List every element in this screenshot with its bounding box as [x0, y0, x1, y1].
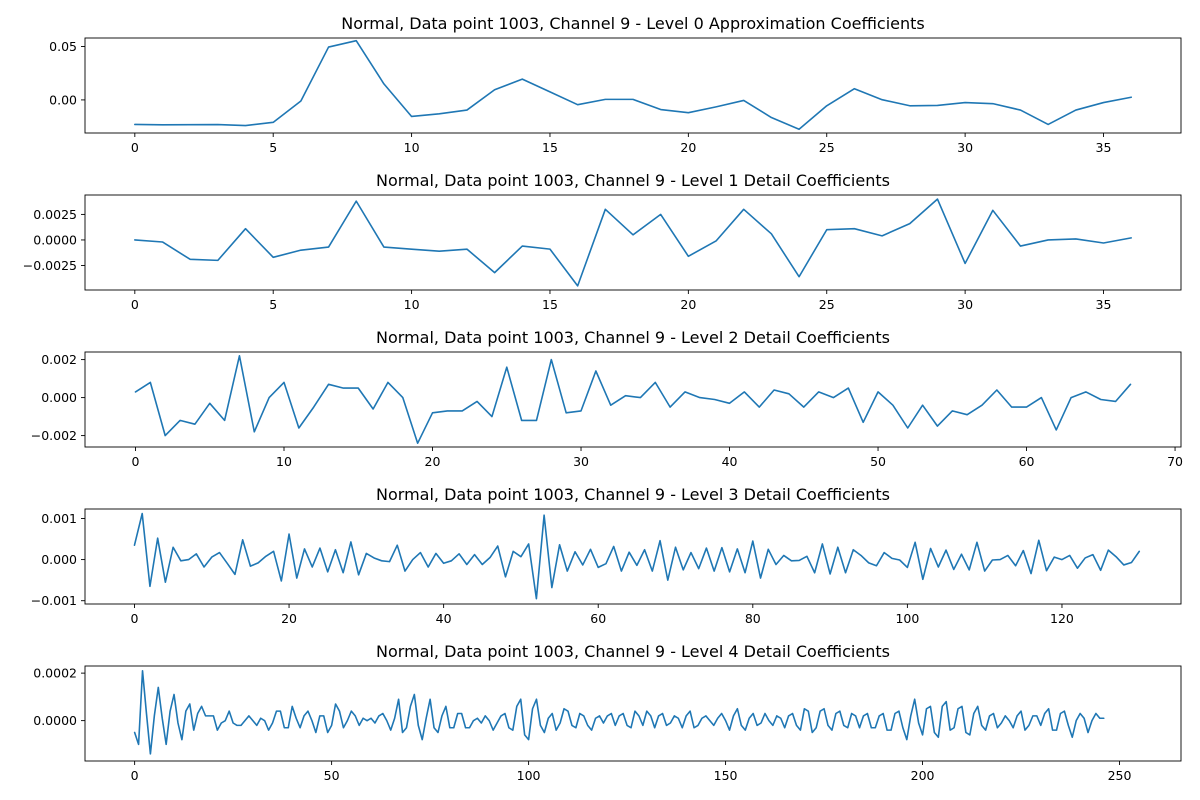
chart-panel-0: Normal, Data point 1003, Channel 9 - Lev…: [49, 14, 1182, 155]
x-tick-label: 70: [1167, 454, 1183, 469]
y-tick-label: 0.001: [41, 511, 77, 526]
x-tick-label: 250: [1108, 768, 1132, 783]
y-tick-label: 0.0000: [33, 713, 77, 728]
x-tick-label: 0: [130, 611, 138, 626]
x-tick-label: 0: [132, 454, 140, 469]
y-tick-label: 0.00: [49, 92, 77, 107]
y-tick-label: 0.0025: [33, 207, 77, 222]
series-line: [133, 669, 1105, 755]
chart-panel-4: Normal, Data point 1003, Channel 9 - Lev…: [33, 642, 1182, 783]
chart-title: Normal, Data point 1003, Channel 9 - Lev…: [376, 171, 890, 190]
chart-panel-2: Normal, Data point 1003, Channel 9 - Lev…: [31, 328, 1183, 469]
x-tick-label: 200: [911, 768, 935, 783]
chart-panel-1: Normal, Data point 1003, Channel 9 - Lev…: [23, 171, 1182, 312]
axes-frame: [84, 194, 1182, 291]
y-tick-label: −0.001: [31, 593, 77, 608]
x-tick-label: 20: [281, 611, 297, 626]
series-line: [134, 39, 1132, 131]
x-tick-label: 0: [131, 768, 139, 783]
series-line: [133, 512, 1141, 600]
x-tick-label: 10: [276, 454, 292, 469]
x-tick-label: 40: [722, 454, 738, 469]
x-tick-label: 15: [542, 297, 558, 312]
x-tick-label: 100: [895, 611, 919, 626]
axes-frame: [84, 37, 1182, 134]
y-tick-label: 0.0002: [33, 666, 77, 681]
series-line: [134, 354, 1132, 445]
x-tick-label: 60: [1019, 454, 1035, 469]
x-tick-label: 150: [714, 768, 738, 783]
x-tick-label: 30: [957, 140, 973, 155]
x-tick-label: 5: [269, 140, 277, 155]
x-tick-label: 10: [404, 140, 420, 155]
chart-title: Normal, Data point 1003, Channel 9 - Lev…: [376, 642, 890, 661]
x-tick-label: 25: [819, 140, 835, 155]
axes-frame: [84, 665, 1182, 762]
y-tick-label: 0.000: [41, 552, 77, 567]
x-tick-label: 30: [957, 297, 973, 312]
x-tick-label: 40: [436, 611, 452, 626]
x-tick-label: 25: [819, 297, 835, 312]
chart-title: Normal, Data point 1003, Channel 9 - Lev…: [341, 14, 925, 33]
x-tick-label: 80: [745, 611, 761, 626]
chart-title: Normal, Data point 1003, Channel 9 - Lev…: [376, 485, 890, 504]
x-tick-label: 35: [1096, 140, 1112, 155]
x-tick-label: 50: [870, 454, 886, 469]
series-line: [134, 198, 1132, 287]
y-tick-label: 0.000: [41, 390, 77, 405]
x-tick-label: 0: [131, 140, 139, 155]
x-tick-label: 20: [680, 297, 696, 312]
y-tick-label: 0.05: [49, 39, 77, 54]
chart-title: Normal, Data point 1003, Channel 9 - Lev…: [376, 328, 890, 347]
x-tick-label: 0: [131, 297, 139, 312]
chart-panel-3: Normal, Data point 1003, Channel 9 - Lev…: [31, 485, 1182, 626]
x-tick-label: 15: [542, 140, 558, 155]
axes-frame: [84, 508, 1182, 605]
x-tick-label: 60: [590, 611, 606, 626]
y-tick-label: −0.002: [31, 428, 77, 443]
x-tick-label: 100: [517, 768, 541, 783]
x-tick-label: 20: [680, 140, 696, 155]
x-tick-label: 20: [425, 454, 441, 469]
x-tick-label: 35: [1096, 297, 1112, 312]
x-tick-label: 120: [1050, 611, 1074, 626]
x-tick-label: 30: [573, 454, 589, 469]
y-tick-label: 0.0000: [33, 232, 77, 247]
x-tick-label: 50: [324, 768, 340, 783]
x-tick-label: 5: [269, 297, 277, 312]
y-tick-label: −0.0025: [23, 258, 77, 273]
x-tick-label: 10: [404, 297, 420, 312]
y-tick-label: 0.002: [41, 352, 77, 367]
axes-frame: [84, 351, 1182, 448]
